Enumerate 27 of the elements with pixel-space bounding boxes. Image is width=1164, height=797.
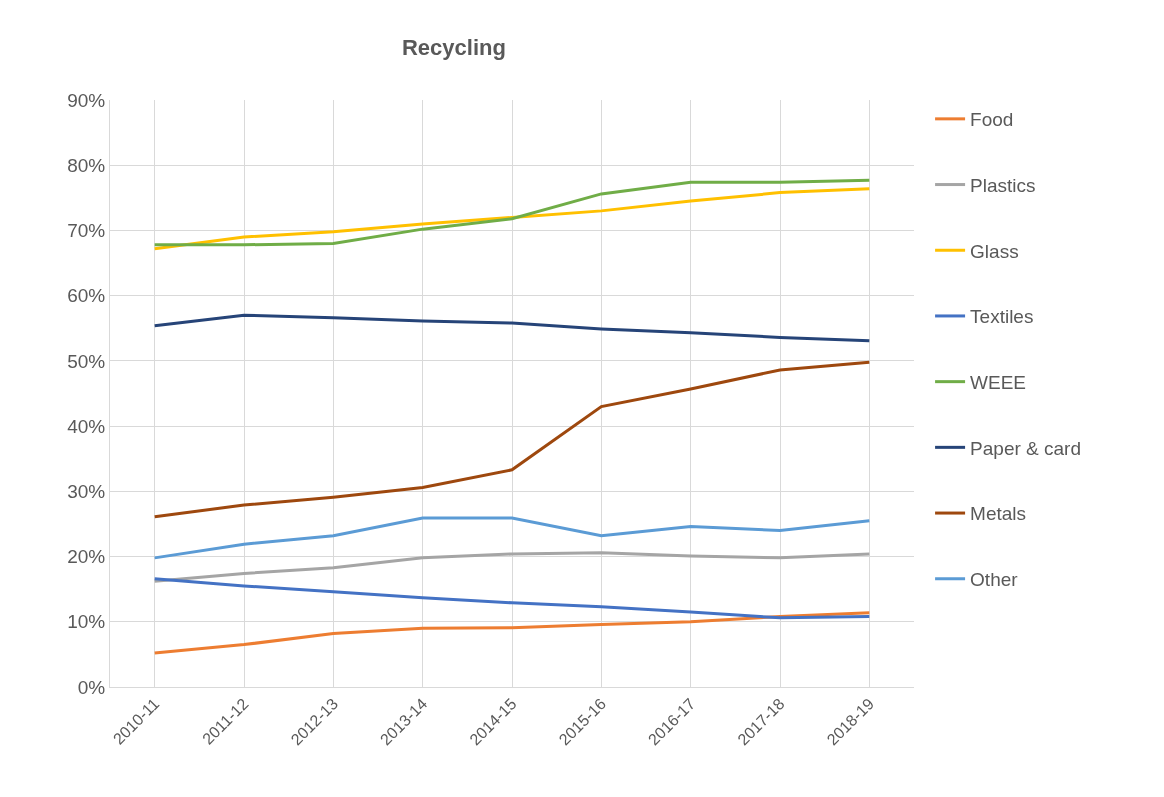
y-tick-label: 70% — [67, 220, 106, 242]
line-series — [153, 360, 871, 519]
chart-title: Recycling — [401, 35, 506, 61]
legend-label: Glass — [970, 240, 1019, 262]
y-tick-label: 30% — [67, 480, 106, 502]
line-series — [153, 577, 871, 620]
line-series — [153, 551, 871, 583]
legend-label: Food — [970, 109, 1014, 131]
line-series — [153, 313, 871, 343]
legend-label: Other — [970, 569, 1019, 591]
legend-label: Metals — [970, 503, 1027, 525]
y-tick-label: 0% — [77, 676, 106, 698]
legend-label: Paper & card — [970, 437, 1081, 459]
y-tick-label: 40% — [67, 415, 106, 437]
line-series — [153, 178, 871, 247]
y-tick-label: 90% — [67, 89, 106, 111]
legend-label: Textiles — [970, 306, 1034, 328]
y-tick-label: 80% — [67, 154, 106, 176]
legend-label: WEEE — [970, 372, 1027, 394]
y-tick-label: 10% — [67, 611, 106, 633]
line-series — [153, 611, 871, 655]
y-tick-label: 20% — [67, 546, 106, 568]
line-series — [153, 516, 871, 560]
line-series — [153, 187, 871, 251]
y-tick-label: 60% — [67, 285, 106, 307]
legend-label: Plastics — [970, 174, 1036, 196]
y-tick-label: 50% — [67, 350, 106, 372]
